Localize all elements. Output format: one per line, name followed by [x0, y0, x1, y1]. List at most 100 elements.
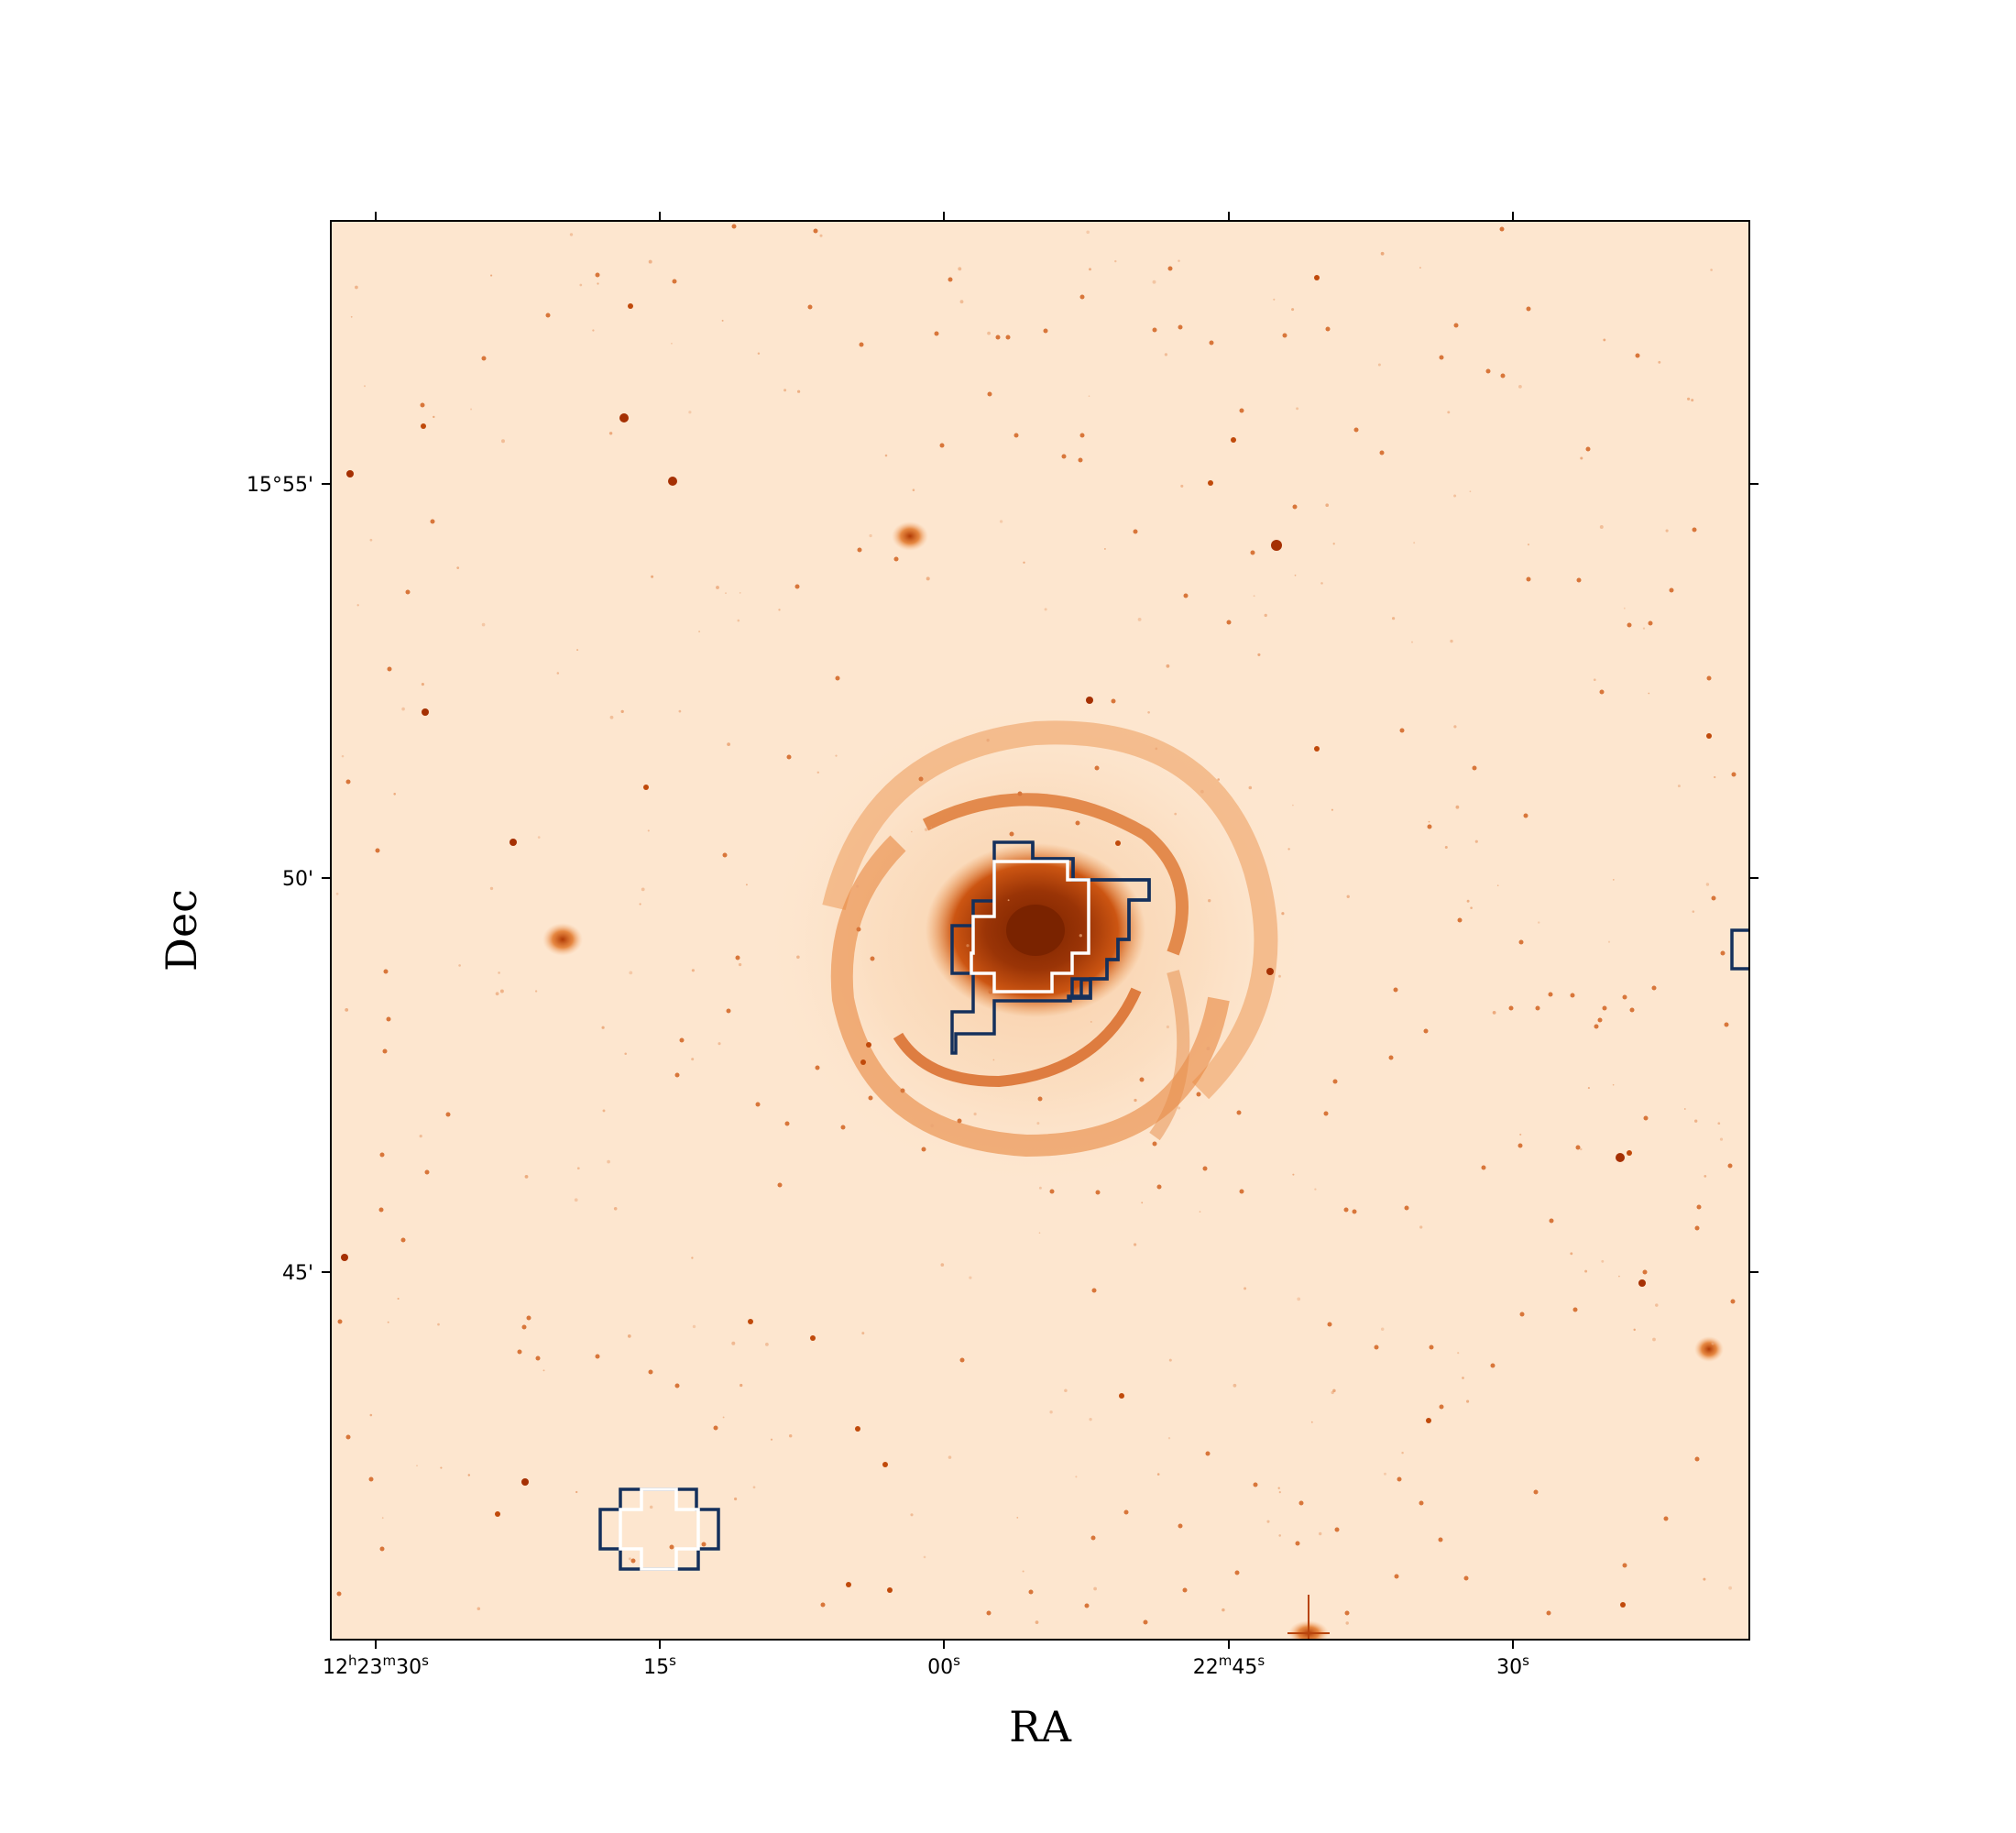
star — [1353, 427, 1359, 433]
faint-star — [835, 754, 838, 757]
star — [1379, 450, 1385, 456]
star — [959, 1357, 965, 1363]
star — [386, 1016, 391, 1022]
faint-star — [1134, 1098, 1137, 1103]
faint-star — [1222, 1608, 1225, 1612]
star — [628, 303, 633, 309]
faint-star — [1517, 384, 1522, 389]
star — [1388, 1055, 1394, 1060]
faint-star — [1178, 259, 1180, 262]
faint-star — [641, 887, 645, 892]
star — [1049, 1189, 1055, 1194]
star — [1570, 993, 1575, 998]
faint-star — [1277, 1487, 1280, 1489]
faint-star — [1538, 921, 1540, 924]
faint-star — [1273, 298, 1276, 301]
faint-star — [647, 829, 650, 832]
faint-star — [1642, 627, 1646, 630]
faint-star — [597, 282, 599, 285]
faint-star — [1089, 1418, 1092, 1421]
faint-star — [1318, 1531, 1322, 1536]
star — [1397, 1476, 1402, 1482]
star — [786, 754, 792, 760]
contour-galaxy-inner — [970, 860, 1090, 993]
star — [1327, 1322, 1332, 1327]
star — [379, 1546, 385, 1552]
star — [784, 1121, 790, 1126]
star — [859, 342, 864, 347]
star — [1061, 454, 1067, 459]
star — [1548, 992, 1553, 997]
star — [1334, 1527, 1340, 1532]
faint-star — [524, 1175, 529, 1179]
star — [1314, 275, 1320, 280]
faint-star — [1088, 395, 1090, 398]
star — [535, 1356, 541, 1361]
star — [509, 839, 517, 846]
faint-star — [734, 1497, 738, 1501]
faint-star — [1710, 269, 1713, 271]
star — [674, 1383, 680, 1388]
star — [1111, 698, 1116, 704]
star — [1091, 1288, 1097, 1293]
star — [1292, 504, 1298, 510]
faint-star — [739, 592, 741, 594]
faint-star — [1593, 678, 1596, 682]
faint-star — [649, 1505, 653, 1509]
faint-star — [1090, 1020, 1092, 1023]
faint-star — [1278, 1491, 1281, 1494]
star — [619, 413, 629, 423]
star — [1209, 340, 1214, 346]
faint-star — [819, 234, 823, 237]
star — [1156, 1184, 1162, 1190]
faint-star — [1332, 543, 1335, 545]
star — [1622, 994, 1627, 1000]
faint-star — [688, 411, 692, 414]
star — [1013, 433, 1019, 438]
star — [1711, 895, 1716, 901]
faint-star — [1089, 268, 1091, 271]
star — [1079, 433, 1085, 438]
faint-star — [923, 1555, 926, 1559]
faint-star — [1036, 1122, 1040, 1125]
star — [1533, 1489, 1539, 1495]
faint-star — [1633, 1328, 1636, 1332]
faint-star — [1474, 840, 1478, 843]
star — [1123, 1509, 1129, 1515]
star — [868, 1095, 873, 1101]
faint-star — [1291, 308, 1295, 312]
faint-star — [1466, 899, 1470, 903]
contour-edge — [1730, 928, 1749, 971]
faint-star — [498, 971, 500, 974]
star — [1622, 1563, 1627, 1568]
y-tick-label: 15°55' — [247, 474, 313, 497]
star — [420, 402, 425, 408]
faint-star — [1044, 608, 1047, 611]
faint-star — [691, 969, 695, 972]
star — [1669, 587, 1674, 593]
star — [1009, 831, 1014, 837]
faint-star — [1428, 820, 1430, 823]
faint-star — [1462, 1377, 1464, 1379]
star — [1518, 939, 1524, 945]
star — [379, 1152, 385, 1158]
faint-star — [884, 454, 888, 457]
contour-beam-outer — [598, 1487, 720, 1571]
image-panel — [331, 221, 1749, 1640]
star — [545, 313, 551, 318]
star — [1597, 1017, 1603, 1023]
faint-star — [1704, 1175, 1707, 1178]
star — [846, 1582, 851, 1587]
star — [815, 1065, 820, 1070]
contour-galaxy-outer — [950, 840, 1151, 1055]
faint-star — [1168, 1358, 1172, 1362]
faint-star — [1257, 653, 1261, 656]
star — [887, 1587, 893, 1593]
faint-star — [369, 538, 373, 542]
star — [1575, 1145, 1581, 1150]
faint-star — [1199, 1211, 1201, 1213]
star — [860, 1059, 866, 1065]
star — [1585, 446, 1591, 452]
faint-star — [1294, 574, 1297, 576]
faint-star — [731, 1341, 736, 1345]
